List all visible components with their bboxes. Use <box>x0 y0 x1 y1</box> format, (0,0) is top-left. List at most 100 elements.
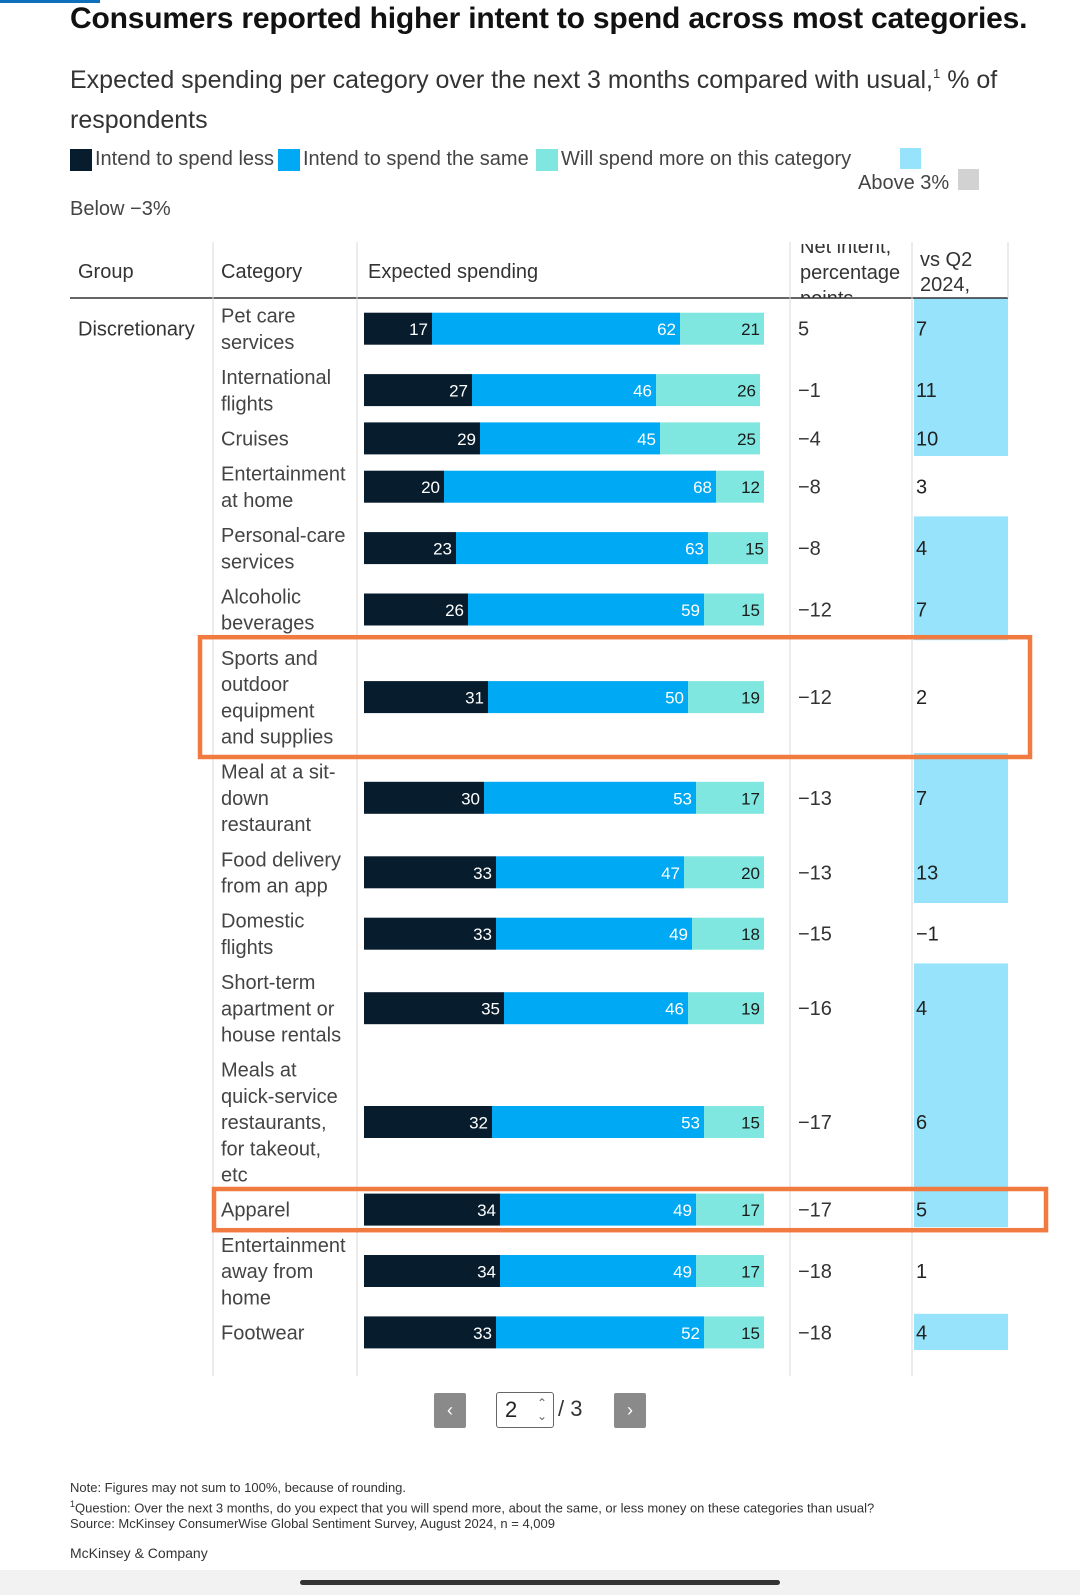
stacked-bar-chart: Group Category Expected spendingNet intent… <box>0 0 1080 1595</box>
label-same: 53 <box>681 1114 700 1133</box>
label-less: 27 <box>449 382 468 401</box>
bar-same <box>496 918 692 950</box>
net-intent-value: −16 <box>798 998 832 1020</box>
label-less: 30 <box>461 789 480 808</box>
header-net-intent-line: Net intent, <box>800 236 891 258</box>
label-same: 59 <box>681 601 700 620</box>
label-same: 49 <box>673 1201 692 1220</box>
net-intent-value: −13 <box>798 862 832 884</box>
label-same: 46 <box>633 382 652 401</box>
label-more: 17 <box>741 1201 760 1220</box>
category-label: Meal at a sit- <box>221 762 335 784</box>
category-label: outdoor <box>221 674 289 696</box>
label-less: 20 <box>421 478 440 497</box>
bar-same <box>496 1316 704 1348</box>
category-label: beverages <box>221 613 314 635</box>
vs-q2-value: 4 <box>916 998 927 1020</box>
category-label: for takeout, <box>221 1138 321 1160</box>
label-more: 17 <box>741 789 760 808</box>
label-less: 33 <box>473 1324 492 1343</box>
category-label: at home <box>221 490 293 512</box>
vs-q2-highlight <box>914 753 1008 842</box>
category-label: Pet care <box>221 306 295 328</box>
bar-same <box>456 532 708 564</box>
label-more: 26 <box>737 382 756 401</box>
label-more: 19 <box>741 1000 760 1019</box>
label-less: 35 <box>481 1000 500 1019</box>
net-intent-value: −12 <box>798 600 832 622</box>
vs-q2-value: 3 <box>916 477 927 499</box>
note-rounding: Note: Figures may not sum to 100%, becau… <box>70 1480 874 1496</box>
label-more: 20 <box>741 864 760 883</box>
category-label: away from <box>221 1261 313 1283</box>
category-label: Personal-care <box>221 525 346 547</box>
vs-q2-highlight <box>914 298 1008 360</box>
header-category: Category <box>221 261 302 283</box>
label-same: 62 <box>657 320 676 339</box>
label-less: 31 <box>465 689 484 708</box>
question-text: Question: Over the next 3 months, do you… <box>75 1500 874 1515</box>
category-label: Domestic <box>221 911 304 933</box>
vs-q2-value: 4 <box>916 538 927 560</box>
brand-name: McKinsey & Company <box>70 1545 208 1561</box>
label-more: 19 <box>741 689 760 708</box>
bar-same <box>432 313 680 345</box>
net-intent-value: −13 <box>798 788 832 810</box>
label-more: 25 <box>737 430 756 449</box>
label-less: 23 <box>433 540 452 559</box>
label-same: 63 <box>685 540 704 559</box>
bar-same <box>500 1194 696 1226</box>
page-number-input[interactable]: 2 ⌃ ⌄ <box>496 1392 554 1428</box>
category-label: from an app <box>221 876 328 898</box>
vs-q2-highlight <box>914 578 1008 640</box>
vs-q2-value: 10 <box>916 428 938 450</box>
vs-q2-highlight <box>914 1314 1008 1350</box>
category-label: International <box>221 367 331 389</box>
category-label: restaurant <box>221 814 311 836</box>
prev-page-button[interactable]: ‹ <box>434 1393 466 1428</box>
bar-same <box>444 471 716 503</box>
label-same: 46 <box>665 1000 684 1019</box>
category-label: services <box>221 551 294 573</box>
bar-same <box>504 992 688 1024</box>
vs-q2-value: 13 <box>916 862 938 884</box>
category-label: Entertainment <box>221 1235 346 1257</box>
header-vs-q2-line: 2024, <box>920 274 970 296</box>
next-page-button[interactable]: › <box>614 1393 646 1428</box>
net-intent-value: −8 <box>798 477 821 499</box>
category-label: Alcoholic <box>221 587 301 609</box>
vs-q2-highlight <box>914 1051 1008 1192</box>
category-label: Apparel <box>221 1200 290 1222</box>
category-label: flights <box>221 937 273 959</box>
current-page: 2 <box>505 1397 517 1423</box>
net-intent-value: −12 <box>798 687 832 709</box>
header-net-intent-line: points <box>800 288 853 310</box>
label-same: 49 <box>669 925 688 944</box>
bar-same <box>488 681 688 713</box>
vs-q2-value: 5 <box>916 1200 927 1222</box>
bar-same <box>472 374 656 406</box>
category-label: Footwear <box>221 1323 305 1345</box>
page-stepper-icon[interactable]: ⌃ ⌄ <box>535 1397 549 1423</box>
vs-q2-highlight <box>914 1191 1008 1227</box>
vs-q2-value: 7 <box>916 319 927 341</box>
label-less: 32 <box>469 1114 488 1133</box>
label-less: 17 <box>409 320 428 339</box>
vs-q2-value: 6 <box>916 1112 927 1134</box>
net-intent-value: −18 <box>798 1322 832 1344</box>
label-more: 15 <box>741 1324 760 1343</box>
vs-q2-highlight <box>914 516 1008 578</box>
category-label: restaurants, <box>221 1112 327 1134</box>
label-more: 17 <box>741 1263 760 1282</box>
vs-q2-value: 7 <box>916 600 927 622</box>
label-more: 18 <box>741 925 760 944</box>
net-intent-value: 5 <box>798 319 809 341</box>
bar-same <box>496 856 684 888</box>
category-label: house rentals <box>221 1025 341 1047</box>
category-label: services <box>221 332 294 354</box>
net-intent-value: −1 <box>798 380 821 402</box>
category-label: down <box>221 788 269 810</box>
home-indicator <box>300 1580 780 1585</box>
category-label: apartment or <box>221 998 335 1020</box>
label-less: 34 <box>477 1201 496 1220</box>
